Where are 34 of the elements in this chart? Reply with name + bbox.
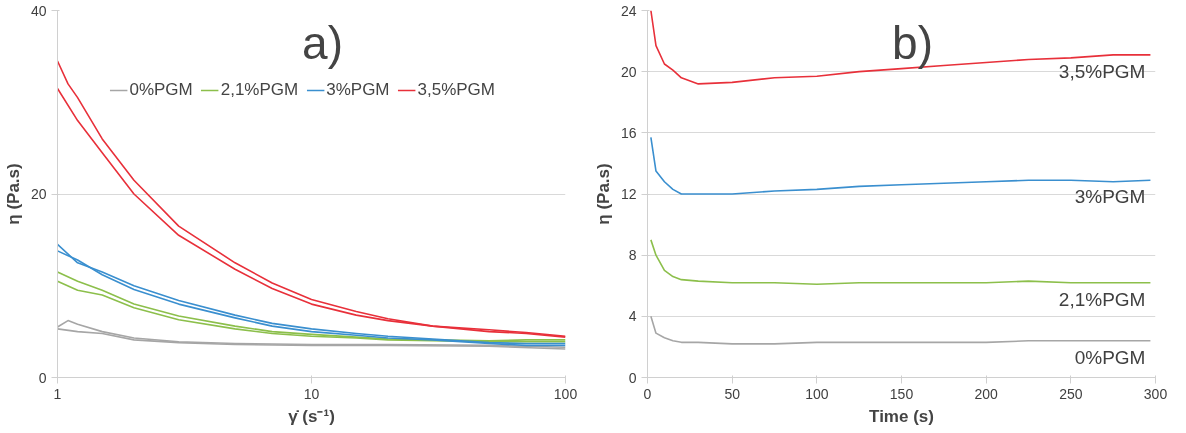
- x-tick-label: 0: [643, 385, 652, 402]
- y-tick-label: 20: [620, 63, 637, 80]
- y-tick-label: 0: [38, 369, 47, 386]
- y-tick-label: 16: [620, 124, 637, 141]
- x-tick-label: 100: [553, 385, 578, 402]
- y-tick-label: 12: [620, 186, 637, 202]
- chart-title: b): [892, 16, 933, 69]
- y-axis-title: η (Pa.s): [593, 163, 613, 225]
- y-tick-label: 24: [620, 2, 637, 19]
- x-axis-title: Time (s): [869, 406, 934, 426]
- y-tick-label: 8: [628, 247, 637, 264]
- x-axis-title: γ̇ (s⁻¹): [288, 406, 335, 426]
- x-tick-label: 100: [805, 385, 829, 402]
- legend-label: 3,5%PGM: [417, 80, 495, 100]
- legend-label: 0%PGM: [129, 80, 193, 100]
- x-tick-label: 200: [974, 385, 999, 402]
- y-axis-title: η (Pa.s): [3, 163, 23, 225]
- legend-label: 3%PGM: [326, 80, 390, 100]
- x-tick-label: 1: [53, 385, 62, 402]
- y-tick-label: 4: [628, 308, 637, 325]
- y-tick-label: 40: [30, 2, 47, 19]
- x-tick-label: 300: [1143, 385, 1168, 402]
- series-label: 3,5%PGM: [1058, 60, 1146, 82]
- legend-label: 2,1%PGM: [220, 80, 299, 100]
- x-tick-label: 50: [724, 385, 741, 402]
- series-label: 3%PGM: [1074, 186, 1146, 208]
- series-label: 2,1%PGM: [1058, 288, 1146, 310]
- x-tick-label: 10: [303, 385, 320, 402]
- x-tick-label: 150: [889, 385, 914, 402]
- chart-title: a): [302, 16, 343, 69]
- y-tick-label: 20: [30, 186, 47, 202]
- y-tick-label: 0: [628, 369, 637, 386]
- series-label: 0%PGM: [1074, 346, 1146, 368]
- x-tick-label: 250: [1059, 385, 1083, 402]
